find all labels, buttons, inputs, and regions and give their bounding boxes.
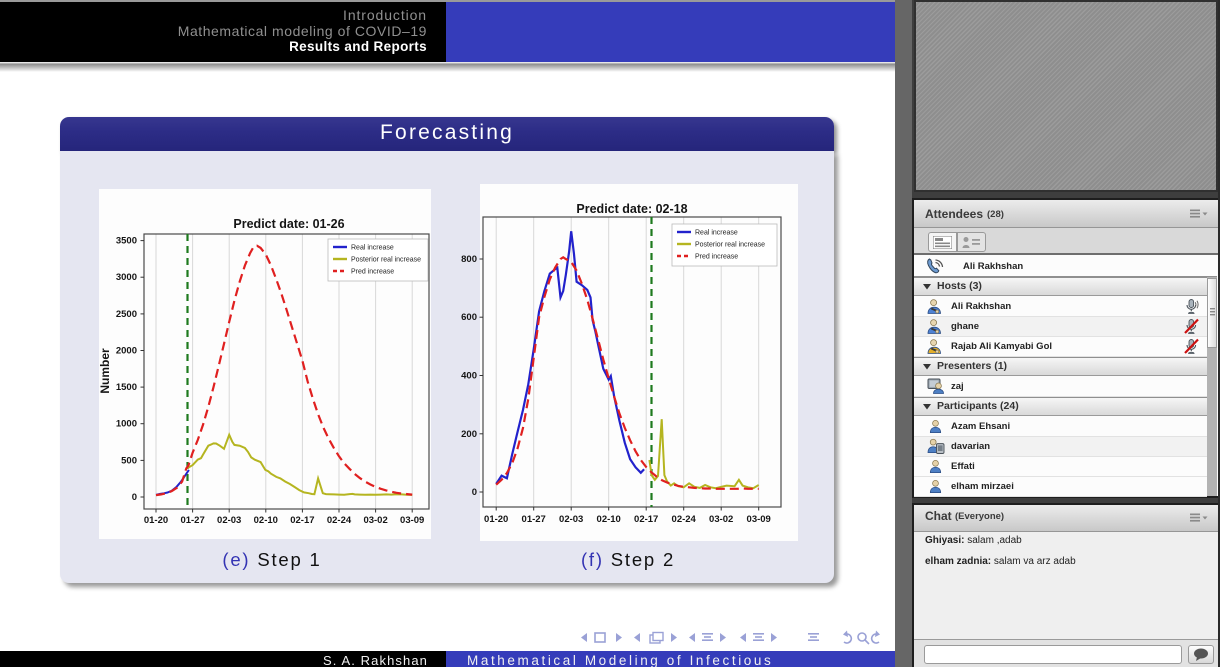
svg-text:01-20: 01-20 [144,515,168,526]
svg-text:02-03: 02-03 [559,514,583,525]
svg-text:01-20: 01-20 [484,514,508,525]
svg-text:02-24: 02-24 [672,514,697,525]
svg-text:01-27: 01-27 [180,515,204,526]
svg-text:Real increase: Real increase [695,230,738,237]
svg-text:02-03: 02-03 [217,515,241,526]
svg-text:Posterior real increase: Posterior real increase [695,242,765,249]
svg-text:Predict date: 01-26: Predict date: 01-26 [233,217,344,231]
svg-text:0: 0 [472,487,477,498]
svg-text:Pred increase: Pred increase [351,269,394,276]
svg-text:Real increase: Real increase [351,245,394,252]
svg-text:3000: 3000 [116,272,137,283]
svg-text:600: 600 [461,312,477,323]
svg-text:02-17: 02-17 [634,514,658,525]
svg-text:Posterior real increase: Posterior real increase [351,257,421,264]
svg-text:03-09: 03-09 [400,515,424,526]
svg-text:03-09: 03-09 [747,514,771,525]
svg-text:02-24: 02-24 [327,515,352,526]
svg-text:3500: 3500 [116,236,137,247]
svg-text:200: 200 [461,429,477,440]
svg-text:800: 800 [461,254,477,265]
svg-text:1500: 1500 [116,382,137,393]
svg-text:1000: 1000 [116,419,137,430]
svg-text:Number: Number [98,348,112,394]
svg-text:500: 500 [121,455,137,466]
svg-text:02-10: 02-10 [597,514,621,525]
svg-text:03-02: 03-02 [709,514,733,525]
svg-text:03-02: 03-02 [363,515,387,526]
svg-text:02-17: 02-17 [290,515,314,526]
svg-text:Predict date: 02-18: Predict date: 02-18 [576,202,687,216]
svg-text:2000: 2000 [116,346,137,357]
svg-text:02-10: 02-10 [254,515,278,526]
svg-text:Pred increase: Pred increase [695,254,738,261]
svg-text:0: 0 [132,492,137,503]
svg-text:400: 400 [461,371,477,382]
svg-text:01-27: 01-27 [522,514,546,525]
svg-text:2500: 2500 [116,309,137,320]
